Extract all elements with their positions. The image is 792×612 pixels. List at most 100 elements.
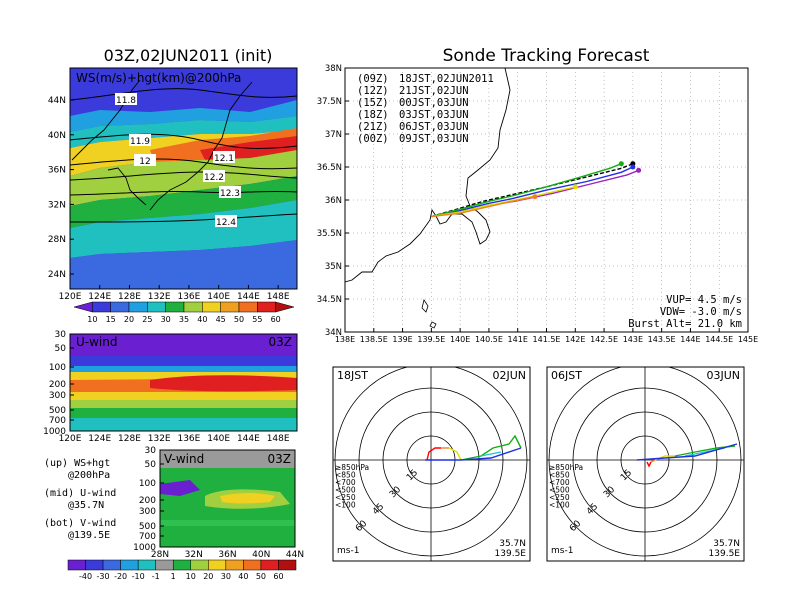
ws-colorbar-label: 50 xyxy=(234,315,244,324)
ws-colorbar-swatch xyxy=(183,301,203,313)
hodograph-trace xyxy=(646,461,652,468)
v-colorbar-swatch xyxy=(260,559,279,571)
legend-note-line2: @35.7N xyxy=(68,500,104,511)
ws-colorbar-label: 10 xyxy=(87,315,97,324)
ws-contour-label-bg xyxy=(115,93,137,105)
track-burst-point xyxy=(636,167,642,173)
track-legend-time: 03JST,03JUN xyxy=(399,109,469,121)
v-lat-tick-label: 40N xyxy=(252,550,270,560)
ws-contour-label-bg xyxy=(219,186,241,198)
u-panel-time: 03Z xyxy=(269,335,293,349)
ws-contour-label: 12.2 xyxy=(204,173,224,183)
hodograph-legend-item: <500 xyxy=(549,486,570,495)
v-colorbar-label: 50 xyxy=(256,572,266,581)
track-lon-tick-label: 143.5E xyxy=(648,335,676,344)
ws-lon-ticks: 120E 124E 128E 132E 136E 140E 144E 148E xyxy=(59,285,290,302)
ws-colorbar-label: 55 xyxy=(252,315,262,324)
hodograph-trace xyxy=(650,459,656,463)
u-lon-tick-label: 124E xyxy=(88,434,111,444)
legend-note-line1: (bot) V-wind xyxy=(44,518,116,529)
hodograph-trace xyxy=(426,447,441,461)
v-colorbar-label: -30 xyxy=(97,572,110,581)
v-colorbar-swatch xyxy=(102,559,121,571)
v-colorbar-swatch xyxy=(67,559,86,571)
v-colorbar-swatch xyxy=(120,559,139,571)
hodograph-legend-item: <100 xyxy=(335,501,356,510)
ws-colorbar-label: 15 xyxy=(106,315,116,324)
track-series-line xyxy=(431,186,576,218)
track-lat-tick-label: 34.5N xyxy=(317,295,342,305)
ws-contour-label: 11.9 xyxy=(130,137,150,147)
track-lon-tick-label: 139E xyxy=(392,335,412,344)
hodograph-legend-item: <700 xyxy=(335,478,356,487)
ws-colorbar-swatch xyxy=(92,301,111,313)
ws-contour-labels: 11.8 11.9 12 12.1 12.2 12.3 12.4 xyxy=(115,93,241,228)
track-series-line xyxy=(431,163,622,218)
coastline xyxy=(345,68,511,329)
track-lat-tick-label: 35N xyxy=(325,262,342,272)
track-legend-time: 21JST,02JUN xyxy=(399,85,469,97)
ws-colorbar-swatch xyxy=(128,301,148,313)
track-legend-code: (18Z) xyxy=(357,109,389,121)
ws-contour-label-bg xyxy=(215,215,237,227)
v-colorbar-swatch xyxy=(85,559,104,571)
ws-panel-label: WS(m/s)+hgt(km)@200hPa xyxy=(76,71,241,85)
hodograph-rings xyxy=(547,367,744,561)
ws-contour-label-bg xyxy=(134,154,156,166)
hodograph-frame xyxy=(332,366,531,562)
track-panel: 38N 37.5N 37N 36.5N 36N 35.5N 35N 34.5N 34N 138E… xyxy=(317,64,758,344)
track-grid xyxy=(345,68,748,332)
track-lon-tick-label: 139.5E xyxy=(417,335,445,344)
track-legend-code: (21Z) xyxy=(357,121,389,133)
v-pressure-tick-label: 700 xyxy=(139,532,156,542)
ws-colorbar-swatch xyxy=(238,301,258,313)
ws-colorbar-swatch xyxy=(202,301,221,313)
track-lon-tick-label: 143E xyxy=(623,335,643,344)
ws-contour-label-bg xyxy=(213,151,235,163)
track-legend-time: 09JST,03JUN xyxy=(399,133,469,145)
u-panel-label: U-wind xyxy=(76,335,117,349)
hodograph-lat: 35.7N xyxy=(499,539,526,549)
ws-lat-tick-label: 28N xyxy=(48,235,66,245)
ws-colorbar-swatch xyxy=(165,301,185,313)
v-colorbar-swatch xyxy=(190,559,209,571)
hodograph-label-left: 06JST xyxy=(551,369,582,382)
v-panel-label: V-wind xyxy=(164,452,204,466)
u-pressure-tick-label: 100 xyxy=(49,363,66,373)
hodograph-lon: 139.5E xyxy=(709,549,741,559)
hodograph-trace xyxy=(636,443,738,461)
track-legend-code: (00Z) xyxy=(357,133,389,145)
ws-colorbar-swatch xyxy=(220,301,240,313)
hodograph-lat: 35.7N xyxy=(713,539,740,549)
u-lon-tick-label: 132E xyxy=(148,434,171,444)
hodograph-trace xyxy=(460,434,522,461)
track-lat-tick-label: 37N xyxy=(325,130,342,140)
hodograph-trace xyxy=(425,447,522,461)
u-pressure-tick-label: 300 xyxy=(49,391,66,401)
u-lon-tick-label: 148E xyxy=(267,434,290,444)
track-lon-tick-label: 141.5E xyxy=(533,335,561,344)
hodograph-unit: ms-1 xyxy=(551,546,573,556)
v-pressure-tick-label: 30 xyxy=(145,446,157,456)
legend-note-line1: (up) WS+hgt xyxy=(44,458,110,469)
track-lon-tick-label: 141E xyxy=(508,335,528,344)
track-burst-point xyxy=(630,164,636,170)
hodograph-legend-item: <700 xyxy=(549,478,570,487)
v-colorbar-label: 40 xyxy=(238,572,248,581)
hodograph-legend-item: <100 xyxy=(549,501,570,510)
track-burst-point xyxy=(532,194,538,200)
ws-lat-ticks: 44N 40N 36N 32N 28N 24N xyxy=(48,96,74,280)
track-lon-tick-label: 140.5E xyxy=(475,335,503,344)
v-colorbar-swatch xyxy=(278,559,297,571)
track-lon-tick-label: 145E xyxy=(738,335,758,344)
u-lon-tick-label: 120E xyxy=(59,434,82,444)
hodograph-legend-item: <850 xyxy=(335,471,356,480)
v-colorbar-label: 1 xyxy=(171,572,176,581)
v-colorbar-label: -10 xyxy=(132,572,145,581)
track-lat-tick-label: 36.5N xyxy=(317,163,342,173)
ws-colorbar-label: 20 xyxy=(124,315,134,324)
track-lines xyxy=(431,161,642,218)
ws-lon-tick-label: 148E xyxy=(267,292,290,302)
